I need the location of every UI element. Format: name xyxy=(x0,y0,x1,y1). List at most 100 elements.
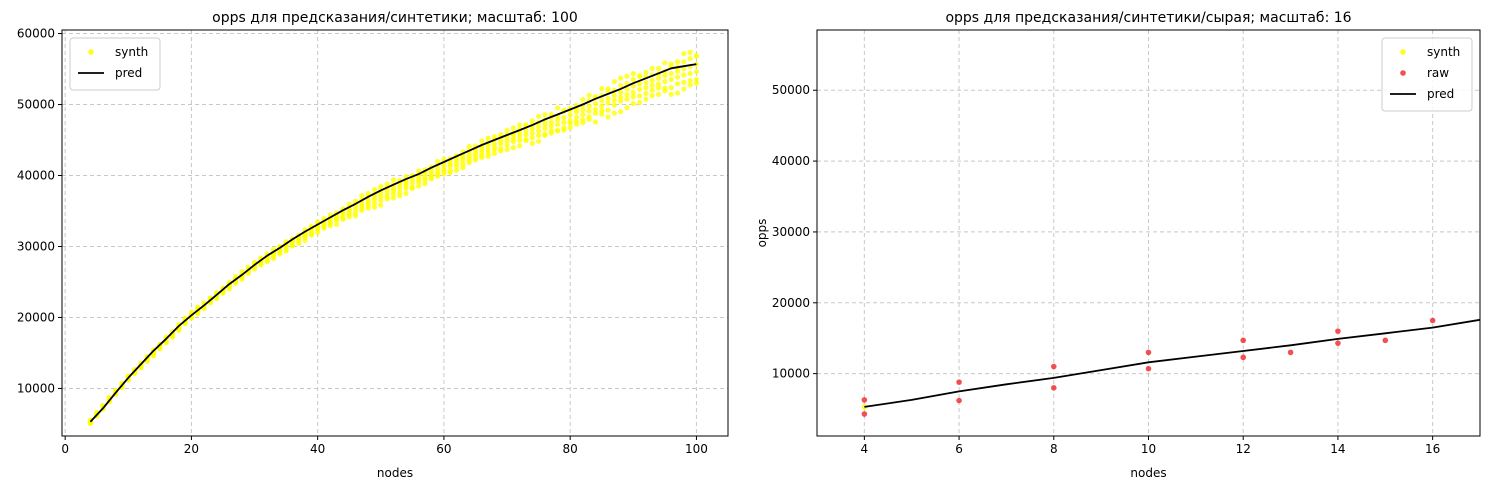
legend-label: pred xyxy=(115,66,142,80)
right-chart: 4 6 8 10 12 14 16 10000 20000 30000 40000 50000 opps… xyxy=(755,10,1481,480)
synth-point xyxy=(687,49,693,55)
raw-point xyxy=(1287,349,1294,356)
synth-point xyxy=(529,135,535,141)
synth-point xyxy=(618,75,624,81)
synth-point xyxy=(384,181,390,187)
x-tick-label: 10 xyxy=(1141,442,1156,456)
synth-point xyxy=(624,96,630,102)
synth-point xyxy=(498,131,504,138)
synth-point xyxy=(510,145,516,151)
grid-lines xyxy=(62,30,728,436)
synth-point xyxy=(517,143,523,149)
grid-lines xyxy=(817,30,1480,436)
synth-point xyxy=(586,92,592,98)
y-tick-label: 20000 xyxy=(17,310,55,324)
synth-point xyxy=(668,76,674,82)
synth-point xyxy=(371,204,378,210)
raw-point xyxy=(956,379,962,385)
synth-point xyxy=(681,86,687,92)
x-tick-label: 40 xyxy=(310,442,325,456)
synth-point xyxy=(536,128,542,134)
synth-point xyxy=(554,128,561,134)
y-tick-label: 30000 xyxy=(772,225,810,239)
synth-point xyxy=(668,70,674,77)
synth-point xyxy=(441,166,447,173)
raw-point xyxy=(1145,349,1152,356)
synth-point xyxy=(681,79,687,86)
synth-points xyxy=(87,49,700,427)
synth-point xyxy=(390,177,397,183)
synth-point xyxy=(687,55,693,62)
synth-point xyxy=(637,73,643,79)
synth-point xyxy=(365,190,371,197)
synth-point xyxy=(649,87,655,93)
synth-point xyxy=(529,140,535,146)
y-tick-label: 40000 xyxy=(17,169,55,183)
synth-point xyxy=(346,201,352,207)
synth-point xyxy=(611,102,617,108)
synth-point xyxy=(668,91,674,97)
synth-point xyxy=(611,78,617,85)
synth-point xyxy=(378,183,384,190)
synth-point xyxy=(580,107,586,113)
synth-point xyxy=(655,75,662,81)
x-axis-label: nodes xyxy=(1130,466,1166,480)
synth-point xyxy=(655,65,662,72)
y-axis-label: opps xyxy=(755,219,769,248)
synth-point xyxy=(643,69,649,76)
synth-point xyxy=(687,82,693,88)
raw-point xyxy=(1050,363,1057,370)
synth-point xyxy=(573,118,580,124)
x-tick-label: 6 xyxy=(955,442,963,456)
synth-point xyxy=(643,90,649,96)
x-tick-label: 16 xyxy=(1425,442,1440,456)
synth-point xyxy=(580,96,586,103)
synth-point xyxy=(536,138,542,144)
synth-point xyxy=(453,167,460,173)
synth-point xyxy=(618,89,624,96)
synth-point xyxy=(592,106,599,112)
synth-point xyxy=(416,168,422,174)
synth-point xyxy=(529,118,535,124)
synth-point xyxy=(409,184,415,190)
synth-point xyxy=(460,161,466,168)
x-tick-label: 0 xyxy=(61,442,69,456)
x-tick-label: 12 xyxy=(1236,442,1251,456)
synth-point xyxy=(352,210,359,216)
synth-point xyxy=(674,74,681,80)
synth-point xyxy=(668,85,674,91)
synth-point xyxy=(599,86,605,92)
synth-point xyxy=(542,121,548,127)
y-tick-label: 50000 xyxy=(17,98,55,112)
synth-point xyxy=(485,135,491,141)
synth-point xyxy=(624,86,630,92)
synth-point xyxy=(618,94,624,101)
raw-point xyxy=(1050,385,1057,391)
synth-point xyxy=(649,92,655,99)
x-tick-label: 4 xyxy=(861,442,869,456)
synth-point xyxy=(491,140,498,147)
synth-point xyxy=(605,95,611,102)
synth-point xyxy=(517,130,523,136)
synth-point xyxy=(592,119,599,125)
synth-point xyxy=(605,86,611,92)
synth-point xyxy=(561,119,567,125)
synth-points xyxy=(861,404,868,410)
synth-point xyxy=(693,53,700,59)
synth-point xyxy=(599,97,605,104)
synth-point xyxy=(403,190,409,197)
synth-point xyxy=(611,110,617,116)
synth-point xyxy=(435,158,441,165)
synth-point xyxy=(630,76,636,83)
synth-point xyxy=(649,82,655,88)
synth-point xyxy=(548,123,554,129)
synth-point xyxy=(624,92,630,98)
legend-label: synth xyxy=(115,45,148,59)
synth-point xyxy=(390,195,397,201)
synth-point xyxy=(548,128,554,134)
synth-point xyxy=(371,200,378,207)
y-tick-label: 20000 xyxy=(772,296,810,310)
chart-title: opps для предсказания/синтетики; масштаб… xyxy=(212,10,578,26)
raw-point xyxy=(1240,354,1247,361)
